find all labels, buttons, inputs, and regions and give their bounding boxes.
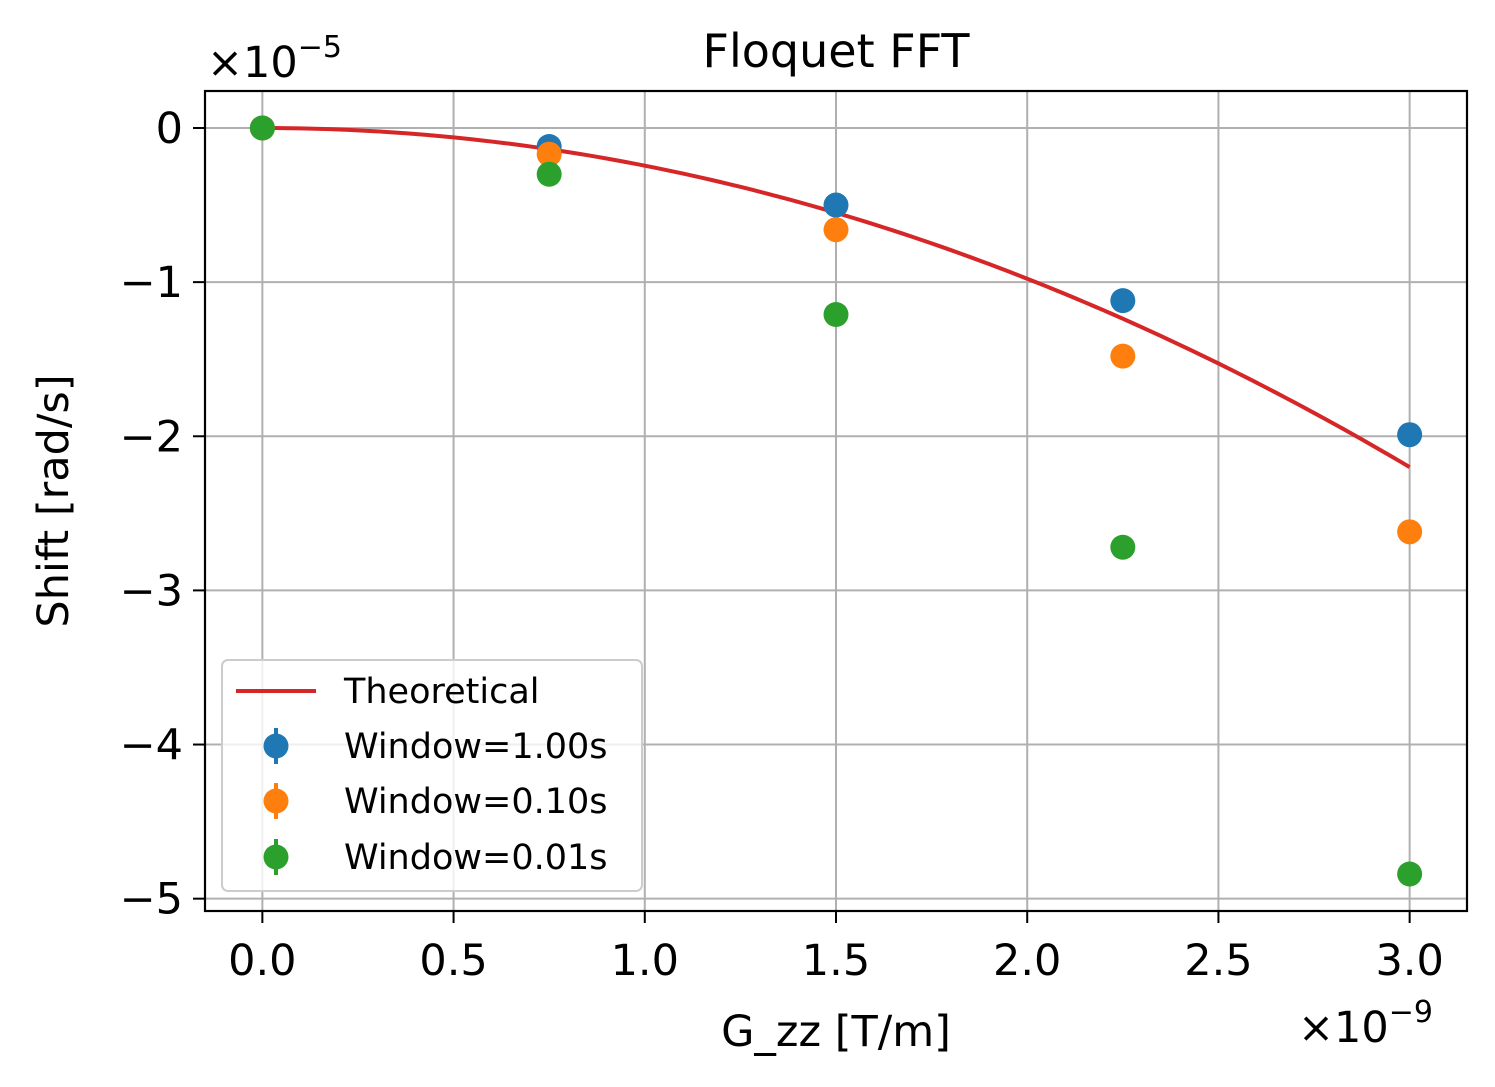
y-tick-label: −3: [120, 566, 183, 616]
legend-label-series-1: Window=1.00s: [344, 727, 608, 767]
x-tick-label: 1.0: [611, 936, 679, 986]
legend-marker-series-1: [263, 733, 289, 759]
data-point-series-2: [823, 217, 849, 243]
data-point-series-3: [536, 161, 562, 187]
y-axis-label: Shift [rad/s]: [29, 374, 79, 627]
x-tick-label: 2.5: [1184, 936, 1252, 986]
x-offset-exponent: −9: [1389, 995, 1433, 1030]
data-point-series-1: [823, 192, 849, 218]
legend-label-series-2: Window=0.10s: [344, 782, 608, 822]
data-point-series-2: [1397, 519, 1423, 545]
data-point-series-3: [1110, 534, 1136, 560]
data-point-series-3: [823, 301, 849, 327]
legend-label-series-3: Window=0.01s: [344, 838, 608, 878]
legend-marker-series-2: [263, 788, 289, 814]
x-tick-label: 1.5: [802, 936, 870, 986]
x-tick-label: 0.0: [228, 936, 296, 986]
y-tick-label: −1: [120, 258, 183, 308]
legend-label-theoretical: Theoretical: [343, 672, 540, 712]
data-point-series-3: [1397, 861, 1423, 887]
legend-marker-series-3: [263, 844, 289, 870]
data-point-series-2: [1110, 343, 1136, 369]
y-offset-text: ×10−5: [207, 30, 342, 88]
x-offset-text: ×10−9: [1298, 995, 1433, 1053]
chart-title: Floquet FFT: [703, 24, 971, 78]
y-tick-label: −5: [120, 875, 183, 925]
y-tick-label: −4: [120, 721, 183, 771]
y-tick-label: −2: [120, 412, 183, 462]
data-point-series-1: [1110, 288, 1136, 314]
y-offset-base: ×10: [207, 38, 298, 88]
x-tick-label: 0.5: [419, 936, 487, 986]
ticks: 0.0 0.5 1.0 1.5 2.0 2.5 3.0 0 −1 −2 −3 −4 −5: [120, 104, 1444, 986]
data-points-layer: [249, 115, 1423, 887]
x-offset-base: ×10: [1298, 1003, 1389, 1053]
data-point-series-3: [249, 115, 275, 141]
legend-box: [221, 659, 643, 892]
data-point-series-1: [1397, 422, 1423, 448]
x-tick-label: 3.0: [1375, 936, 1443, 986]
x-tick-label: 2.0: [993, 936, 1061, 986]
x-axis-label: G_zz [T/m]: [721, 1007, 951, 1057]
y-offset-exponent: −5: [298, 30, 342, 65]
legend: Theoretical Window=1.00s Window=0.10s Windo…: [221, 659, 643, 892]
data-point-series-2: [536, 141, 562, 167]
y-tick-label: 0: [156, 104, 183, 154]
